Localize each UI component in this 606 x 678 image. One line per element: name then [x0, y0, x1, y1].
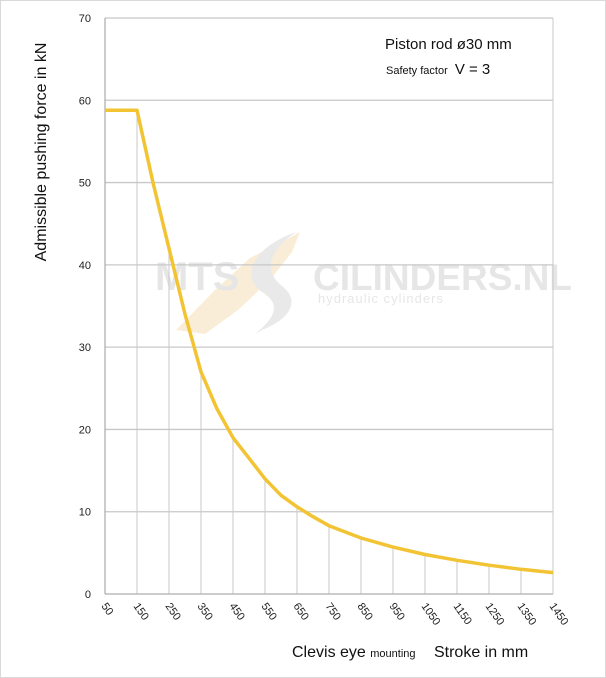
annotation-safety-factor-value: V = 3 — [455, 61, 490, 78]
x-tick-labels: 50 150 250 350 450 550 650 750 850 950 1050 1150 125… — [99, 601, 571, 628]
y-axis-title: Admissible pushing force in kN — [33, 43, 50, 262]
x-axis-title: Clevis eye mounting Stroke in mm — [292, 644, 528, 661]
y-tick-label: 10 — [79, 507, 91, 519]
x-tick-label: 1450 — [547, 601, 571, 628]
x-tick-label: 1050 — [419, 601, 443, 628]
y-tick-label: 20 — [79, 424, 91, 436]
y-tick-label: 40 — [79, 260, 91, 272]
watermark-tagline: hydraulic cylinders — [318, 291, 444, 306]
x-tick-label: 350 — [195, 601, 215, 623]
x-tick-label: 550 — [259, 601, 279, 623]
x-axis-title-part-1: Clevis eye — [292, 644, 370, 661]
watermark-swoosh-icon — [176, 232, 300, 334]
annotation-safety-factor-label: Safety factor — [386, 65, 451, 77]
x-tick-label: 650 — [291, 601, 311, 623]
watermark-brand-left: MTS — [155, 255, 239, 299]
x-tick-label: 50 — [99, 601, 116, 618]
x-tick-label: 950 — [387, 601, 407, 623]
grid — [105, 17, 553, 594]
x-tick-label: 850 — [355, 601, 375, 623]
x-tick-label: 750 — [323, 601, 343, 623]
x-tick-label: 1350 — [515, 601, 539, 628]
x-tick-label: 1150 — [451, 601, 474, 627]
x-tick-label: 1250 — [483, 601, 507, 628]
y-tick-label: 70 — [79, 13, 91, 25]
y-tick-label: 30 — [79, 342, 91, 354]
y-tick-labels: 0 10 20 30 40 50 60 70 — [79, 13, 91, 601]
annotation-safety-factor: Safety factor V = 3 — [386, 61, 490, 78]
watermark-brand-right: CILINDERS.NL — [313, 257, 572, 298]
x-tick-label: 150 — [131, 601, 151, 623]
axes — [104, 18, 554, 595]
y-tick-label: 60 — [79, 95, 91, 107]
annotation-piston-rod: Piston rod ø30 mm — [385, 36, 512, 53]
x-tick-label: 450 — [227, 601, 247, 623]
watermark: MTS CILINDERS.NL hydraulic cylinders — [155, 232, 572, 334]
y-tick-label: 0 — [85, 589, 91, 601]
x-axis-title-part-2: mounting — [370, 648, 415, 660]
series-line — [105, 108, 554, 575]
watermark-s-icon — [251, 232, 296, 334]
x-tick-label: 250 — [163, 601, 183, 623]
y-tick-label: 50 — [79, 178, 91, 190]
series-layer — [105, 108, 554, 575]
x-axis-title-part-3: Stroke in mm — [434, 644, 528, 661]
